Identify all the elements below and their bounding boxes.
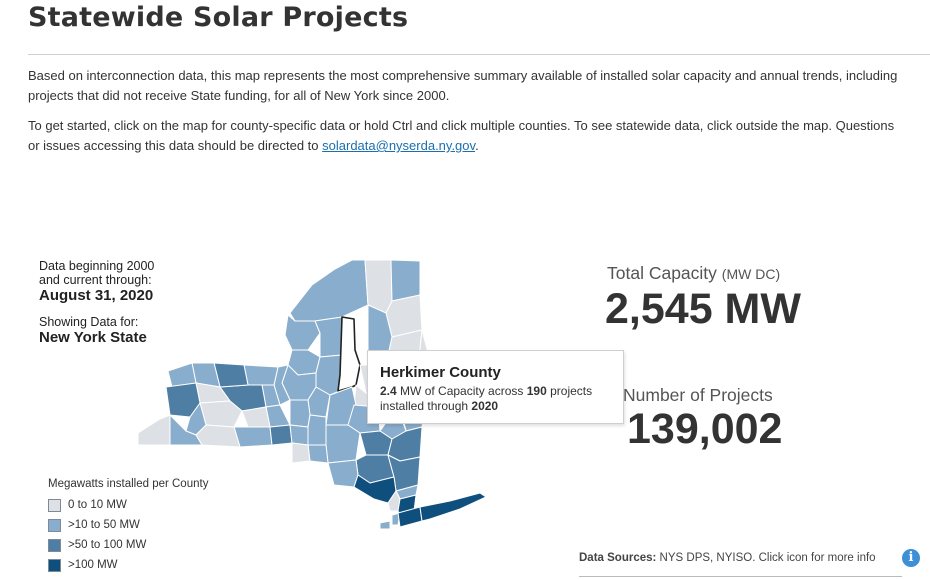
tooltip-installed-text: installed through — [380, 399, 469, 413]
data-sources-text: NYS DPS, NYISO. — [659, 552, 756, 564]
showing-data-value: New York State — [39, 329, 147, 346]
tooltip-county-name: Herkimer County — [380, 364, 501, 381]
total-capacity-label: Total Capacity (MW DC) — [607, 263, 780, 284]
tooltip-capacity-text: MW of Capacity across — [400, 384, 524, 398]
county-sullivan[interactable] — [327, 459, 359, 488]
legend-label: >10 to 50 MW — [68, 519, 140, 531]
tooltip-projects-value: 190 — [526, 384, 547, 398]
footer-divider — [579, 576, 902, 577]
tooltip-projects-text: projects — [550, 384, 593, 398]
legend-label: >50 to 100 MW — [68, 539, 147, 551]
county-broome[interactable] — [307, 444, 329, 464]
title-divider — [28, 54, 930, 55]
county-clinton[interactable] — [390, 259, 421, 302]
county-wayne[interactable] — [243, 364, 279, 386]
tooltip-capacity-value: 2.4 — [380, 384, 397, 398]
county-lewis[interactable] — [314, 316, 343, 358]
instructions-text: To get started, click on the map for cou… — [28, 118, 895, 153]
county-chautauqua[interactable] — [137, 414, 171, 446]
legend-swatch — [48, 558, 61, 572]
legend-label: >100 MW — [68, 559, 118, 571]
county-delaware[interactable] — [325, 424, 361, 464]
number-of-projects-value: 139,002 — [627, 405, 783, 453]
legend-swatch — [48, 498, 61, 512]
legend-swatch — [48, 518, 61, 532]
county-herkimer[interactable] — [337, 316, 361, 392]
county-richmond[interactable] — [379, 520, 391, 530]
data-sources-label: Data Sources: — [579, 552, 657, 564]
data-range-line2: and current through: — [39, 273, 152, 287]
county-tooltip: Herkimer County 2.4 MW of Capacity acros… — [367, 350, 624, 424]
legend-item: >100 MW — [48, 555, 208, 575]
legend-label: 0 to 10 MW — [68, 499, 127, 511]
more-info-text: Click icon for more info — [758, 552, 876, 564]
data-info-panel: Data beginning 2000 and current through:… — [39, 259, 154, 347]
map-legend: Megawatts installed per County 0 to 10 M… — [48, 478, 208, 575]
data-sources: Data Sources: NYS DPS, NYISO. Click icon… — [579, 552, 876, 564]
legend-swatch — [48, 538, 61, 552]
county-st-lawrence[interactable] — [289, 259, 369, 322]
tooltip-capacity-line: 2.4 MW of Capacity across 190 projects — [380, 384, 611, 399]
contact-email-link[interactable]: solardata@nyserda.ny.gov — [322, 138, 476, 153]
total-capacity-label-text: Total Capacity — [607, 263, 717, 283]
showing-data-label: Showing Data for: — [39, 315, 139, 329]
legend-item: >50 to 100 MW — [48, 535, 208, 555]
county-suffolk[interactable] — [419, 492, 487, 522]
intro-paragraph: Based on interconnection data, this map … — [28, 68, 898, 103]
county-essex[interactable] — [385, 294, 423, 338]
tooltip-installed-line: installed through 2020 — [380, 399, 611, 414]
county-cortland[interactable] — [289, 399, 311, 428]
page-title: Statewide Solar Projects — [28, 2, 409, 33]
legend-item: 0 to 10 MW — [48, 495, 208, 515]
county-allegany[interactable] — [195, 424, 241, 448]
data-range-line1: Data beginning 2000 — [39, 259, 155, 273]
county-tioga[interactable] — [291, 442, 311, 464]
legend-title: Megawatts installed per County — [48, 478, 209, 490]
number-of-projects-label: Number of Projects — [623, 385, 773, 405]
county-schuyler[interactable] — [269, 424, 293, 446]
total-capacity-unit: (MW DC) — [721, 266, 781, 282]
data-current-date: August 31, 2020 — [39, 287, 154, 304]
tooltip-year-value: 2020 — [471, 399, 499, 413]
ny-map-svg[interactable] — [130, 255, 500, 535]
county-steuben[interactable] — [233, 426, 273, 448]
county-yates[interactable] — [241, 406, 271, 428]
county-chemung[interactable] — [289, 424, 309, 446]
legend-item: >10 to 50 MW — [48, 515, 208, 535]
ny-county-map[interactable] — [130, 255, 500, 535]
instructions-period: . — [475, 138, 479, 153]
info-icon[interactable]: i — [902, 549, 920, 567]
county-chenango[interactable] — [307, 414, 327, 446]
county-orange[interactable] — [353, 474, 397, 504]
instructions-paragraph: To get started, click on the map for cou… — [28, 116, 908, 156]
county-jefferson[interactable] — [284, 314, 321, 351]
total-capacity-value: 2,545 MW — [605, 285, 801, 333]
